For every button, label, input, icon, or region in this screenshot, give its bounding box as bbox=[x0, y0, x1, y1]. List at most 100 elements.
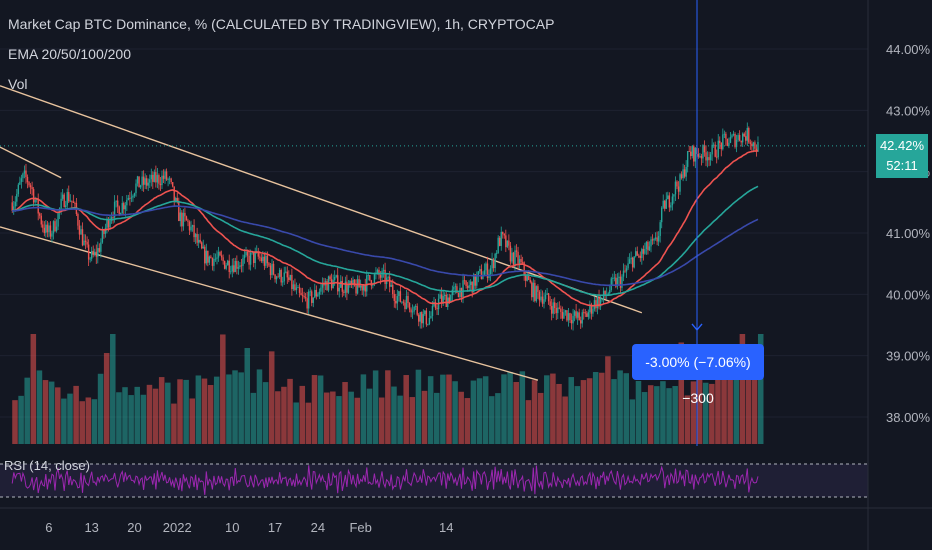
volume-bar bbox=[140, 394, 147, 444]
candle bbox=[61, 188, 64, 201]
volume-bar bbox=[213, 376, 220, 444]
candle-body bbox=[190, 226, 192, 231]
candle-body bbox=[456, 286, 458, 294]
trendlines[interactable] bbox=[0, 85, 643, 381]
candle-body bbox=[491, 259, 493, 269]
candle bbox=[625, 265, 628, 279]
candle bbox=[320, 283, 322, 295]
candle bbox=[636, 246, 638, 256]
candle-body bbox=[443, 294, 446, 296]
candle-body bbox=[489, 268, 492, 275]
candle-body bbox=[740, 140, 742, 143]
candle-body bbox=[424, 310, 426, 315]
candle-body bbox=[294, 284, 296, 290]
volume-bar bbox=[73, 385, 79, 444]
candle bbox=[514, 245, 516, 271]
candle bbox=[746, 122, 748, 147]
volume-bar bbox=[641, 392, 648, 444]
candle-body bbox=[359, 285, 362, 288]
candle-body bbox=[283, 272, 285, 282]
candle bbox=[743, 132, 745, 138]
candle bbox=[621, 274, 623, 291]
candle-body bbox=[755, 148, 758, 152]
volume-bar bbox=[366, 388, 373, 444]
ema-indicator-label[interactable]: EMA 20/50/100/200 bbox=[8, 46, 131, 62]
candle bbox=[517, 246, 519, 270]
candle-body bbox=[257, 251, 259, 257]
candle bbox=[358, 275, 360, 288]
volume-bar bbox=[275, 391, 281, 444]
candle bbox=[393, 290, 395, 308]
candle-body bbox=[153, 172, 156, 182]
candle bbox=[277, 273, 279, 278]
candle-body bbox=[372, 284, 374, 286]
candle-body bbox=[321, 284, 324, 288]
candle-body bbox=[450, 295, 452, 303]
candle bbox=[347, 279, 350, 294]
candle-body bbox=[622, 270, 625, 277]
candle bbox=[168, 176, 171, 185]
candle-body bbox=[650, 239, 652, 247]
candle-body bbox=[573, 311, 576, 316]
candle bbox=[233, 258, 235, 274]
candle-body bbox=[670, 205, 672, 208]
candle-body bbox=[347, 285, 350, 293]
candle-body bbox=[326, 281, 328, 291]
candle bbox=[338, 283, 340, 298]
candle-body bbox=[164, 171, 166, 179]
candle-body bbox=[436, 308, 438, 310]
candle bbox=[714, 141, 716, 158]
candle-body bbox=[384, 269, 386, 285]
candle bbox=[546, 287, 548, 295]
candle bbox=[181, 210, 183, 232]
candle-body bbox=[81, 229, 84, 246]
candle-body bbox=[442, 295, 444, 304]
candle-body bbox=[404, 302, 406, 310]
candle bbox=[709, 151, 712, 166]
candle-body bbox=[274, 274, 276, 280]
candle bbox=[191, 224, 194, 232]
candle-body bbox=[196, 233, 198, 243]
volume-bar bbox=[97, 373, 104, 444]
candle-body bbox=[366, 275, 368, 292]
ema-50-line bbox=[12, 185, 759, 297]
candle-body bbox=[560, 308, 562, 312]
candle-body bbox=[121, 203, 123, 214]
candle-body bbox=[425, 310, 428, 325]
candle bbox=[77, 212, 79, 230]
candle-body bbox=[252, 252, 255, 263]
candle-body bbox=[735, 139, 738, 147]
candle bbox=[509, 241, 512, 265]
candle bbox=[691, 145, 693, 159]
volume-bar bbox=[592, 372, 599, 444]
candle-body bbox=[194, 233, 197, 238]
volume-bar bbox=[647, 385, 654, 444]
candle bbox=[653, 237, 655, 245]
candle bbox=[150, 168, 152, 187]
candle bbox=[127, 194, 130, 201]
candles bbox=[11, 122, 759, 331]
volume-bar bbox=[421, 390, 428, 444]
volume-bar bbox=[745, 358, 752, 444]
candle bbox=[142, 170, 145, 192]
candle-body bbox=[694, 147, 697, 162]
candle-body bbox=[572, 315, 574, 324]
candle bbox=[731, 133, 733, 139]
candle bbox=[408, 302, 411, 313]
candle-body bbox=[338, 287, 340, 292]
candle-body bbox=[738, 135, 741, 141]
candle bbox=[411, 304, 414, 319]
candle-body bbox=[671, 196, 674, 206]
volume-indicator-label[interactable]: Vol bbox=[8, 76, 28, 92]
candle-body bbox=[86, 241, 88, 245]
candle bbox=[463, 274, 466, 285]
x-axis[interactable]: 6 13 20 2022 10 17 24 Feb 14 bbox=[45, 520, 453, 535]
rsi-indicator-label[interactable]: RSI (14, close) bbox=[4, 458, 90, 473]
volume-bar bbox=[256, 369, 263, 444]
candle bbox=[207, 250, 209, 267]
candle-body bbox=[269, 265, 272, 276]
candle-body bbox=[524, 274, 527, 281]
candle bbox=[164, 169, 166, 184]
candle-body bbox=[462, 280, 464, 298]
